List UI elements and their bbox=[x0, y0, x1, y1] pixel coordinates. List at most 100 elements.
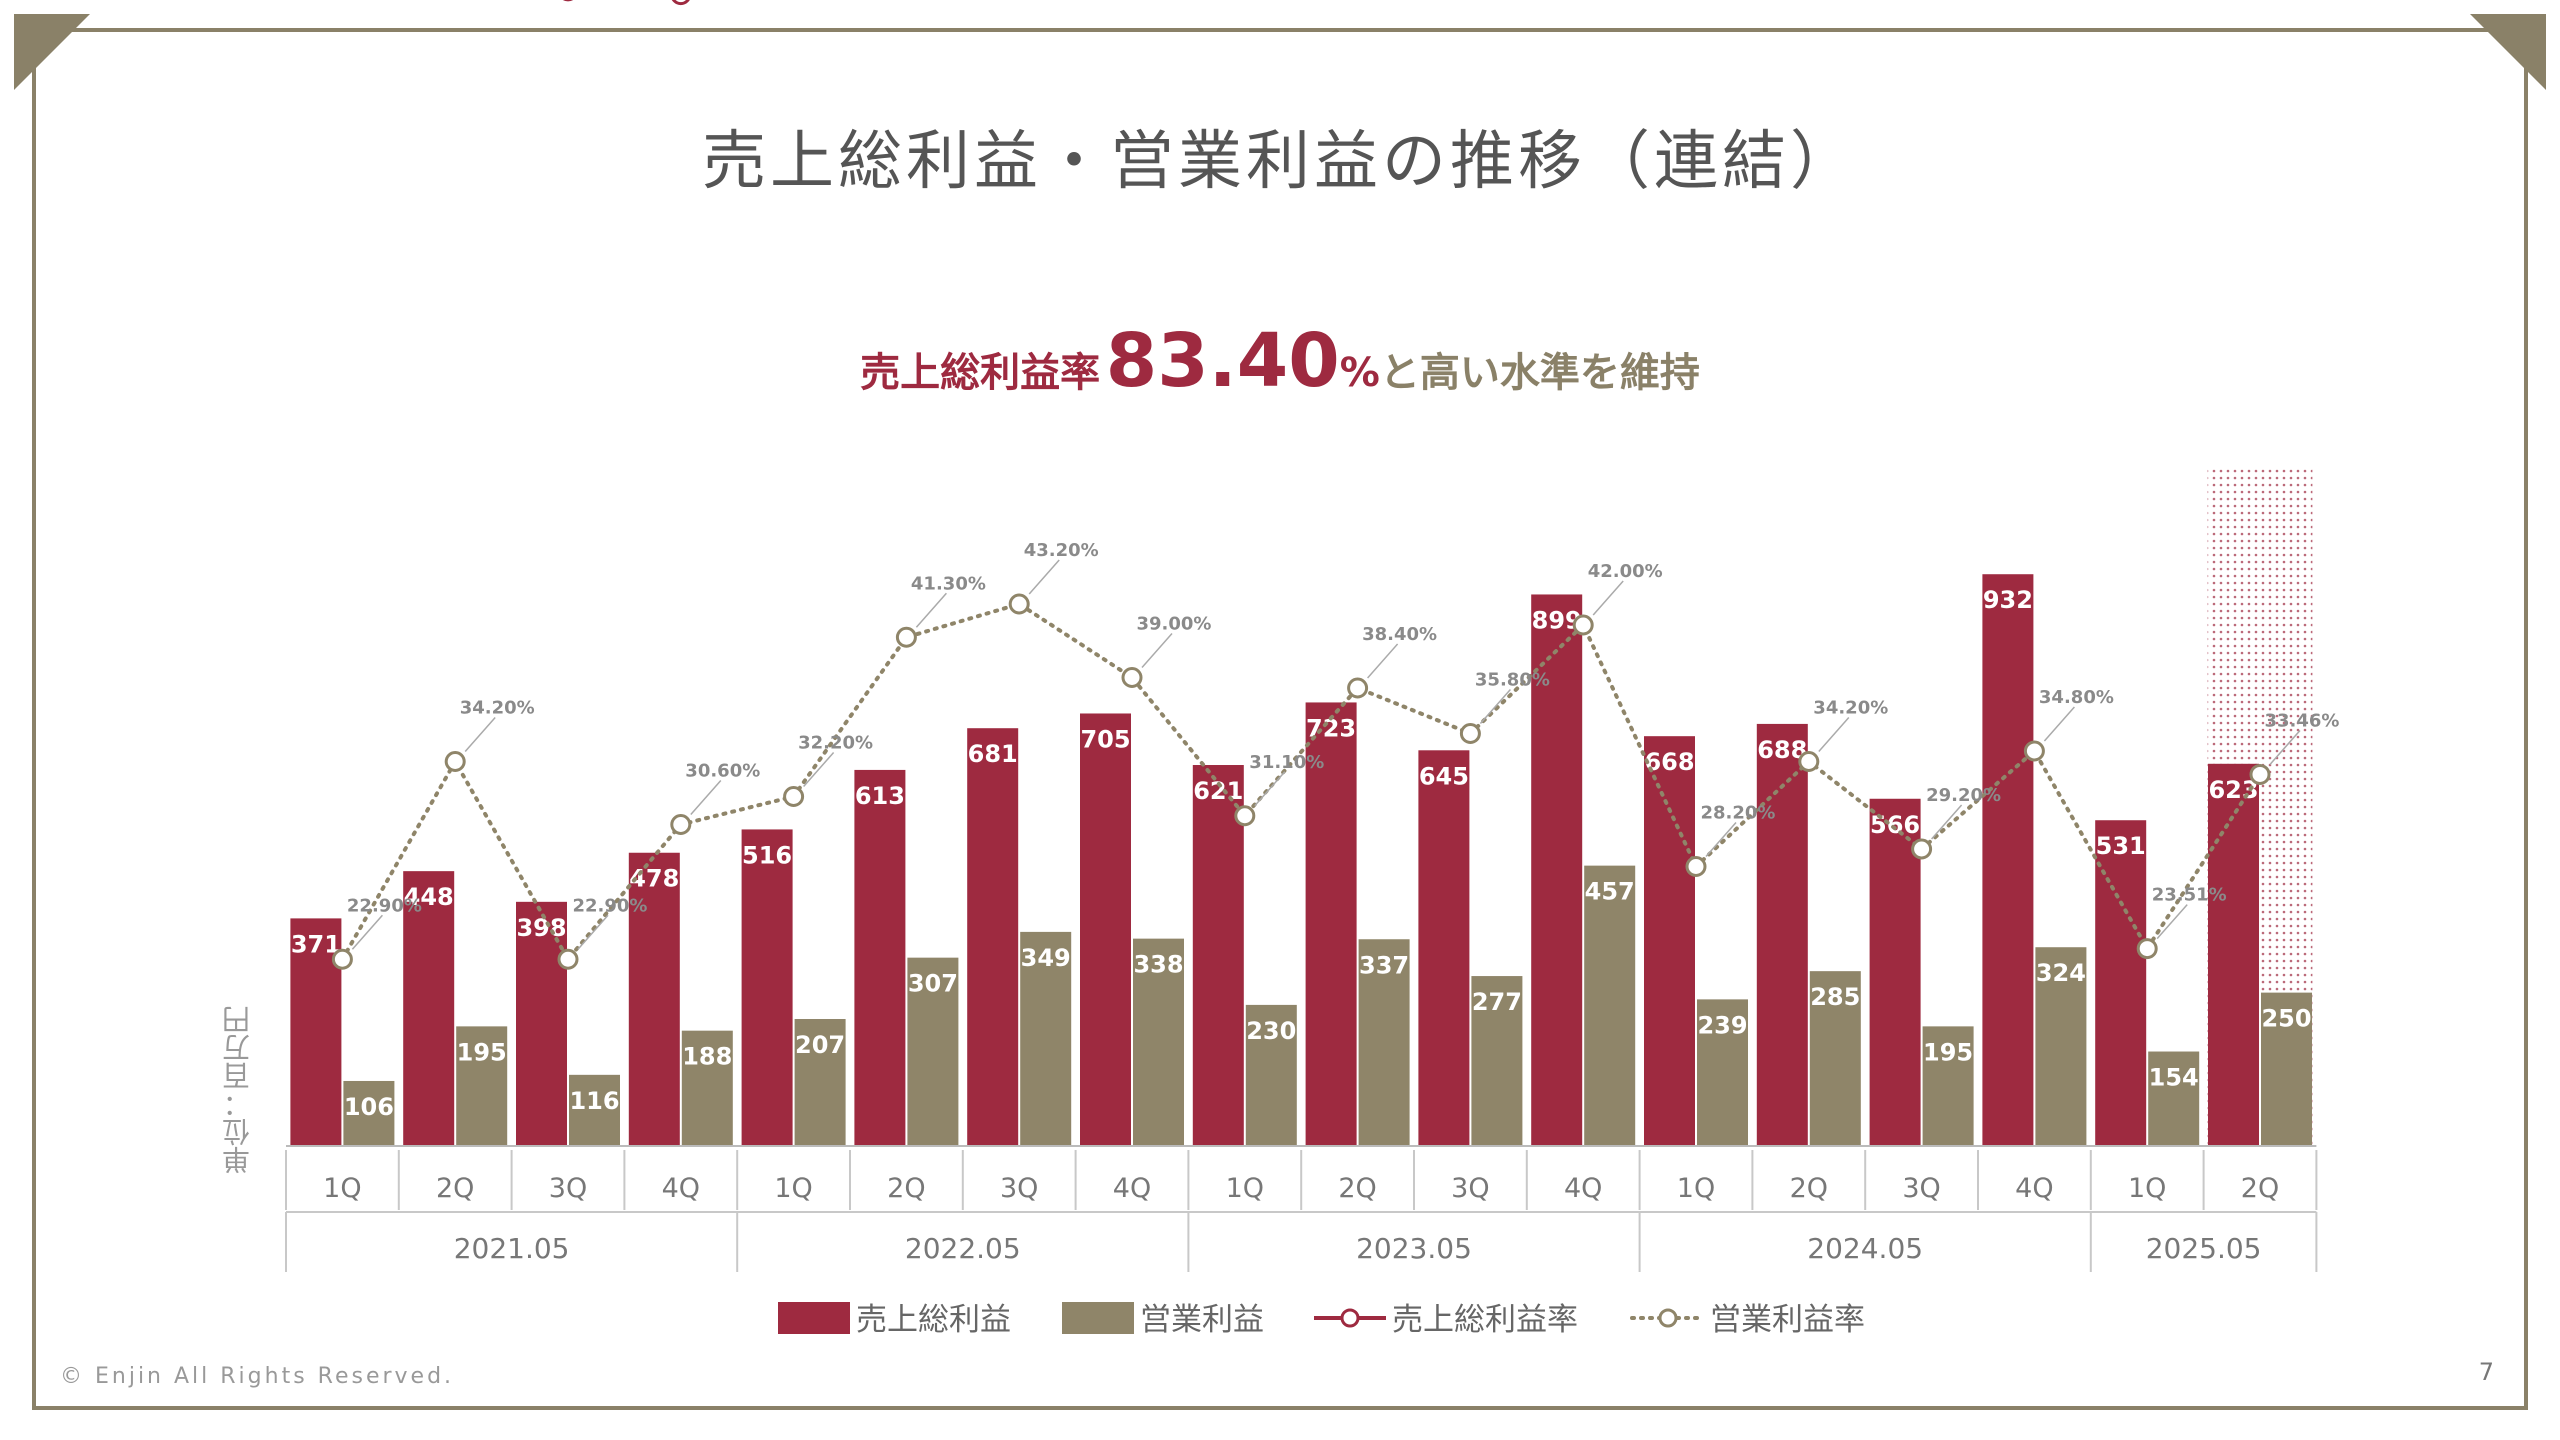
operating-margin-label: 34.80% bbox=[2039, 687, 2114, 708]
bar-gross-profit bbox=[2095, 820, 2147, 1146]
legend-marker-operating-margin bbox=[1658, 1308, 1678, 1328]
bar-gross-profit bbox=[628, 852, 680, 1146]
operating-margin-point bbox=[557, 948, 579, 970]
bar-label-operating-profit: 250 bbox=[2261, 1005, 2311, 1033]
year-label: 2025.05 bbox=[2146, 1232, 2262, 1265]
headline: 売上総利益率 83.40%と高い水準を維持 bbox=[0, 318, 2560, 404]
bar-label-operating-profit: 188 bbox=[682, 1043, 732, 1071]
operating-margin-label: 28.20% bbox=[1701, 803, 1776, 824]
bar-label-gross-profit: 705 bbox=[1080, 725, 1130, 753]
operating-margin-point bbox=[895, 626, 917, 648]
bar-label-operating-profit: 116 bbox=[569, 1087, 619, 1115]
bar-label-gross-profit: 899 bbox=[1532, 606, 1582, 634]
operating-margin-point bbox=[1121, 667, 1143, 688]
operating-margin-label: 32.20% bbox=[798, 733, 873, 754]
operating-margin-point bbox=[1572, 614, 1594, 636]
operating-margin-point bbox=[1798, 751, 1820, 772]
page-number: 7 bbox=[2478, 1358, 2494, 1386]
bar-operating-profit bbox=[794, 1019, 846, 1146]
operating-margin-label: 34.20% bbox=[1813, 698, 1888, 719]
operating-margin-leader bbox=[2043, 706, 2075, 742]
operating-margin-point bbox=[1459, 723, 1481, 744]
operating-margin-point bbox=[670, 814, 692, 835]
bar-operating-profit bbox=[343, 1080, 395, 1146]
bar-label-gross-profit: 681 bbox=[968, 740, 1018, 768]
bar-gross-profit bbox=[1644, 736, 1695, 1146]
bar-gross-profit bbox=[1305, 702, 1357, 1146]
operating-margin-label: 22.90% bbox=[573, 895, 648, 916]
year-label: 2023.05 bbox=[1356, 1232, 1472, 1265]
operating-margin-label: 29.20% bbox=[1926, 785, 2001, 806]
slide-title: 売上総利益・営業利益の推移（連結） bbox=[702, 125, 1858, 199]
legend-label-operating-profit: 営業利益 bbox=[1140, 1302, 1264, 1338]
year-label: 2022.05 bbox=[905, 1232, 1021, 1265]
bar-operating-profit bbox=[1471, 976, 1523, 1146]
operating-margin-point bbox=[1008, 593, 1030, 615]
slide-frame bbox=[32, 28, 2528, 1410]
quarter-label: 3Q bbox=[1000, 1173, 1038, 1204]
quarter-label: 3Q bbox=[1902, 1173, 1940, 1204]
bar-label-operating-profit: 195 bbox=[1923, 1038, 1973, 1066]
bar-label-operating-profit: 154 bbox=[2149, 1064, 2199, 1092]
bar-label-operating-profit: 195 bbox=[457, 1038, 507, 1066]
bar-label-gross-profit: 668 bbox=[1644, 748, 1694, 776]
operating-margin-leader bbox=[1592, 580, 1624, 616]
operating-margin-point bbox=[2249, 763, 2271, 785]
bar-gross-profit bbox=[1531, 594, 1583, 1146]
bar-gross-profit bbox=[1982, 574, 2034, 1146]
operating-margin-label: 43.20% bbox=[1024, 540, 1099, 561]
quarter-label: 2Q bbox=[2241, 1173, 2279, 1204]
operating-margin-point bbox=[783, 786, 805, 807]
legend-label-gross-margin: 売上総利益率 bbox=[1392, 1302, 1578, 1338]
quarter-label: 1Q bbox=[323, 1173, 361, 1204]
year-label: 2021.05 bbox=[454, 1232, 570, 1265]
operating-margin-label: 34.20% bbox=[460, 698, 535, 719]
bar-label-operating-profit: 277 bbox=[1472, 988, 1522, 1016]
quarter-label: 2Q bbox=[1338, 1173, 1376, 1204]
bar-label-operating-profit: 307 bbox=[908, 970, 958, 998]
quarter-label: 4Q bbox=[1564, 1173, 1602, 1204]
quarter-label: 1Q bbox=[774, 1173, 812, 1204]
operating-margin-leader bbox=[351, 914, 383, 950]
bar-operating-profit bbox=[569, 1074, 620, 1146]
bar-label-operating-profit: 324 bbox=[2036, 959, 2086, 987]
bar-operating-profit bbox=[1922, 1026, 1974, 1146]
bar-label-operating-profit: 457 bbox=[1585, 878, 1635, 906]
legend-swatch-operating-profit bbox=[1062, 1302, 1134, 1334]
bar-label-operating-profit: 230 bbox=[1246, 1017, 1296, 1045]
bar-operating-profit bbox=[456, 1026, 508, 1146]
operating-margin-point bbox=[1347, 677, 1369, 699]
operating-margin-label: 30.60% bbox=[685, 761, 760, 782]
corner-ornament-right bbox=[2470, 14, 2546, 90]
bar-gross-profit bbox=[854, 769, 906, 1146]
operating-margin-leader bbox=[1931, 804, 1963, 840]
corner-ornament-left bbox=[14, 14, 90, 90]
quarter-label: 4Q bbox=[662, 1173, 700, 1204]
bar-operating-profit bbox=[2035, 947, 2087, 1146]
bar-gross-profit bbox=[1756, 723, 1808, 1146]
operating-margin-leader bbox=[1705, 822, 1737, 857]
operating-margin-leader bbox=[464, 717, 496, 752]
headline-value: 83.40 bbox=[1105, 318, 1340, 404]
bar-label-gross-profit: 371 bbox=[291, 930, 341, 958]
bar-label-operating-profit: 337 bbox=[1359, 951, 1409, 979]
quarter-label: 3Q bbox=[1451, 1173, 1489, 1204]
legend-swatch-gross-profit bbox=[778, 1302, 850, 1334]
operating-margin-point bbox=[1234, 805, 1256, 827]
quarter-label: 1Q bbox=[1677, 1173, 1715, 1204]
bar-label-gross-profit: 398 bbox=[516, 914, 566, 942]
bar-operating-profit bbox=[2261, 992, 2312, 1146]
operating-margin-leader bbox=[1479, 689, 1511, 724]
operating-margin-leader bbox=[2156, 904, 2188, 940]
legend-marker-gross-margin bbox=[1340, 1308, 1360, 1328]
operating-margin-leader bbox=[690, 780, 722, 815]
bar-label-gross-profit: 645 bbox=[1419, 762, 1469, 790]
headline-rest: と高い水準を維持 bbox=[1379, 350, 1700, 396]
operating-margin-label: 23.51% bbox=[2152, 885, 2227, 906]
bar-label-gross-profit: 613 bbox=[855, 782, 905, 810]
operating-margin-label: 41.30% bbox=[911, 573, 986, 594]
quarter-label: 2Q bbox=[436, 1173, 474, 1204]
gross-margin-point bbox=[671, 0, 690, 6]
quarter-label: 3Q bbox=[549, 1173, 587, 1204]
